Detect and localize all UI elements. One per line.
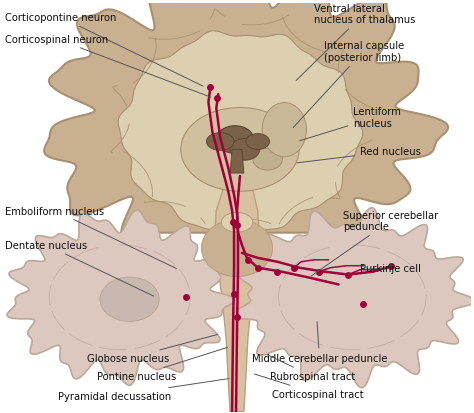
Polygon shape [44, 0, 448, 233]
Ellipse shape [253, 149, 283, 171]
Text: Purkinje cell: Purkinje cell [360, 263, 421, 273]
Text: Red nucleus: Red nucleus [297, 147, 421, 164]
Ellipse shape [201, 220, 273, 277]
Ellipse shape [181, 108, 299, 192]
Text: Emboliform nucleus: Emboliform nucleus [5, 206, 176, 269]
Text: Ventral lateral
nucleus of thalamus: Ventral lateral nucleus of thalamus [296, 4, 415, 81]
Polygon shape [232, 208, 474, 388]
Text: Globose nucleus: Globose nucleus [87, 335, 218, 363]
Text: Pontine nucleus: Pontine nucleus [97, 348, 228, 381]
Text: Middle cerebellar peduncle: Middle cerebellar peduncle [252, 322, 387, 363]
Text: Pyramidal decussation: Pyramidal decussation [57, 379, 229, 401]
Ellipse shape [100, 278, 159, 322]
Ellipse shape [262, 103, 307, 157]
Polygon shape [7, 211, 235, 385]
Polygon shape [214, 164, 260, 412]
Ellipse shape [221, 213, 253, 233]
Text: Internal capsule
(posterior limb): Internal capsule (posterior limb) [293, 41, 404, 128]
Text: Lentiform
nucleus: Lentiform nucleus [300, 107, 401, 141]
Ellipse shape [207, 133, 234, 151]
Ellipse shape [216, 126, 254, 154]
Text: Corticospinal neuron: Corticospinal neuron [5, 35, 211, 98]
Ellipse shape [230, 139, 260, 161]
Ellipse shape [246, 134, 270, 150]
Polygon shape [118, 32, 363, 232]
Text: Corticospinal tract: Corticospinal tract [255, 374, 363, 399]
Text: Dentate nucleus: Dentate nucleus [5, 240, 154, 297]
Polygon shape [230, 150, 244, 173]
Text: Corticopontine neuron: Corticopontine neuron [5, 13, 203, 87]
Text: Rubrospinal tract: Rubrospinal tract [267, 355, 355, 381]
Text: Superior cerebellar
peduncle: Superior cerebellar peduncle [311, 210, 439, 276]
